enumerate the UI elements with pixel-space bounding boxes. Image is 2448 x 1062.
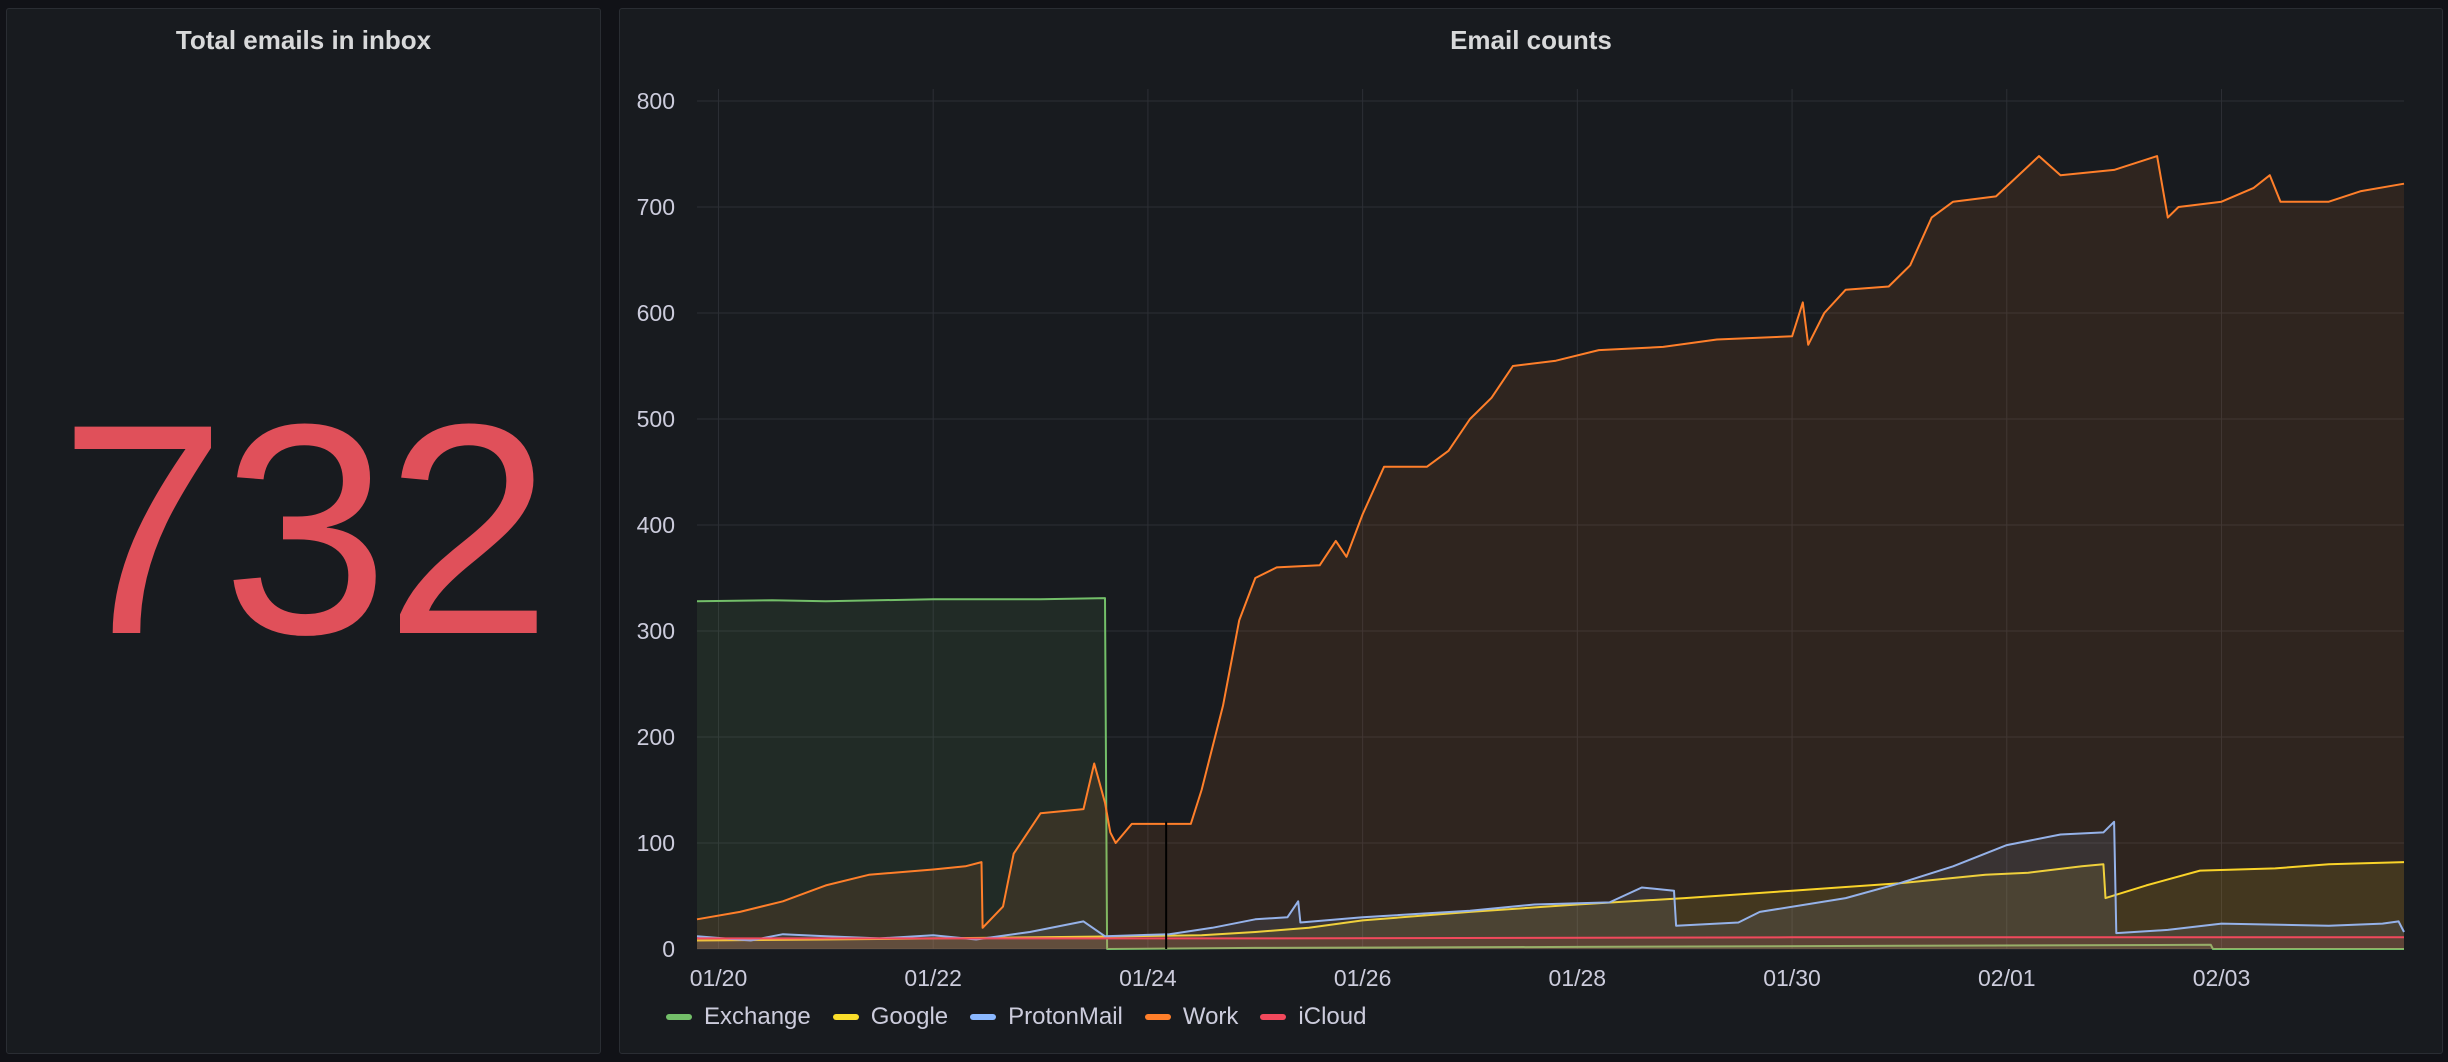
legend-item-work[interactable]: Work [1144,1003,1239,1031]
x-tick-label: 01/22 [904,965,962,991]
series-line-icloud [697,936,2404,940]
x-tick-label: 01/20 [690,965,748,991]
legend-swatch [1144,1014,1171,1020]
y-tick-label: 800 [637,88,675,114]
y-tick-label: 400 [637,512,675,538]
legend-swatch [1260,1014,1287,1020]
x-tick-label: 02/03 [2193,965,2251,991]
series-area-protonmail [697,821,2404,949]
x-tick-label: 01/26 [1334,965,1392,991]
y-tick-label: 0 [662,936,675,962]
y-tick-label: 700 [637,194,675,220]
x-tick-label: 01/30 [1763,965,1821,991]
legend-item-icloud[interactable]: iCloud [1260,1003,1366,1031]
legend-label: ProtonMail [1008,1003,1123,1030]
legend-label: Exchange [704,1003,811,1030]
stat-panel-title: Total emails in inbox [175,25,432,55]
y-tick-label: 100 [637,830,675,856]
y-tick-label: 500 [637,406,675,432]
chart-legend: Exchange Google ProtonMail Work iCloud [666,1003,1366,1031]
series-area-google [697,862,2404,949]
legend-label: iCloud [1298,1003,1367,1030]
series-line-work [696,155,2405,929]
series-area-icloud [697,937,2404,949]
legend-label: Work [1182,1003,1239,1030]
y-tick-label: 600 [637,300,675,326]
legend-item-protonmail[interactable]: ProtonMail [970,1003,1123,1031]
series-line-exchange [696,597,2404,950]
legend-swatch [970,1014,997,1020]
email-counts-chart[interactable]: 0 100 200 300 400 500 600 700 800 01/20 01/22 01/24… [620,9,2444,1055]
legend-label: Google [870,1003,949,1030]
legend-swatch [666,1014,692,1020]
series-area-work [697,156,2404,950]
series-area-exchange [697,598,2404,949]
x-tick-label: 01/24 [1119,965,1177,991]
legend-swatch [832,1014,859,1020]
series-line-protonmail [696,820,2405,942]
y-tick-label: 300 [637,618,675,644]
x-tick-label: 01/28 [1549,965,1607,991]
x-tick-label: 02/01 [1978,965,2036,991]
total-emails-value: 732 [59,361,552,697]
chart-panel[interactable]: Email counts 0 100 200 300 400 500 600 700 800 01… [619,8,2443,1054]
legend-item-exchange[interactable]: Exchange [666,1003,811,1031]
legend-item-google[interactable]: Google [832,1003,949,1031]
stat-panel[interactable]: Total emails in inbox 732 [6,8,601,1054]
y-tick-label: 200 [637,724,675,750]
chart-panel-title: Email counts [1450,25,1612,55]
